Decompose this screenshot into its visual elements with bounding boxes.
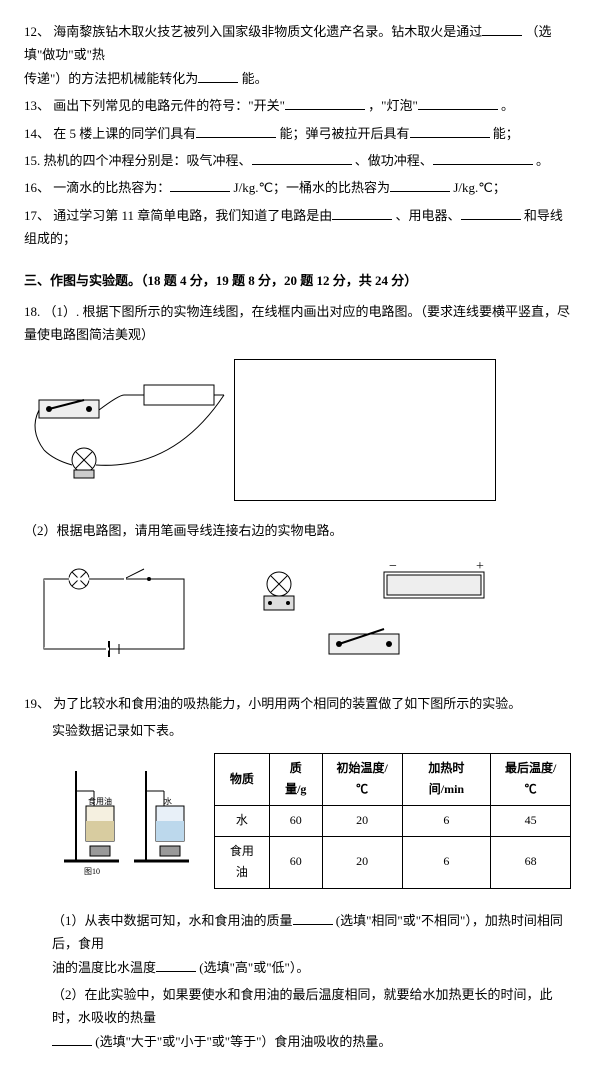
q17-text1: 通过学习第 11 章简单电路，我们知道了电路是由 [53, 208, 332, 223]
q15-text1: 热机的四个冲程分别是：吸气冲程、 [44, 153, 252, 168]
q15-text3: 。 [536, 153, 549, 168]
q15-blank2[interactable] [433, 150, 533, 165]
question-18: 18. （1）. 根据下图所示的实物连线图，在线框内画出对应的电路图。（要求连线… [24, 300, 571, 347]
question-13: 13、 画出下列常见的电路元件的符号："开关" ，"灯泡" 。 [24, 94, 571, 117]
q19-p2a: （2）在此实验中，如果要使水和食用油的最后温度相同，就要给水加热更长的时间，此时… [52, 987, 553, 1025]
q15-text2: 、做功冲程、 [355, 153, 433, 168]
q19-p1-blank2[interactable] [156, 957, 196, 972]
apparatus-group: 食用油 图10 水 [64, 766, 194, 876]
col-final-temp: 最后温度/℃ [491, 753, 571, 805]
q14-blank2[interactable] [410, 123, 490, 138]
q13-blank2[interactable] [418, 95, 498, 110]
question-19: 19、 为了比较水和食用油的吸热能力，小明用两个相同的装置做了如下图所示的实验。 [24, 692, 571, 715]
physical-circuit-icon [24, 370, 234, 490]
circuit-drawing-box[interactable] [234, 359, 496, 501]
question-15: 15. 热机的四个冲程分别是：吸气冲程、 、做功冲程、 。 [24, 149, 571, 172]
q16-text1: 一滴水的比热容为： [53, 180, 170, 195]
table-header-row: 物质 质量/g 初始温度/℃ 加热时间/min 最后温度/℃ [215, 753, 571, 805]
q19-p1a: （1）从表中数据可知，水和食用油的质量 [52, 913, 293, 928]
q12-text2: 传递"）的方法把机械能转化为 [24, 71, 198, 86]
q19-p2b: (选填"大于"或"小于"或"等于"）食用油吸收的热量。 [95, 1034, 391, 1049]
q17-num: 17、 [24, 208, 50, 223]
q19-experiment-row: 食用油 图10 水 物质 质量/g 初始温度/℃ 加热时间/min 最后温度/℃… [64, 753, 571, 889]
fig-label: 图10 [84, 867, 100, 876]
q18-p1: （1）. 根据下图所示的实物连线图，在线框内画出对应的电路图。（要求连线要横平竖… [24, 304, 570, 342]
col-mass: 质量/g [269, 753, 322, 805]
beaker-water-label: 水 [164, 796, 172, 806]
col-initial-temp: 初始温度/℃ [322, 753, 402, 805]
q13-text2: ，"灯泡" [368, 98, 418, 113]
q19-p1-blank1[interactable] [293, 910, 333, 925]
svg-text:−: − [389, 559, 397, 574]
data-table: 物质 质量/g 初始温度/℃ 加热时间/min 最后温度/℃ 水 60 20 6… [214, 753, 571, 889]
q17-blank2[interactable] [461, 205, 521, 220]
question-14: 14、 在 5 楼上课的同学们具有 能；弹弓被拉开后具有 能； [24, 122, 571, 145]
q14-text1: 在 5 楼上课的同学们具有 [53, 126, 196, 141]
q18-num: 18. [24, 304, 40, 319]
section-3-title: 三、作图与实验题。（18 题 4 分，19 题 8 分，20 题 12 分，共 … [24, 269, 571, 292]
q16-num: 16、 [24, 180, 50, 195]
q19-part1: （1）从表中数据可知，水和食用油的质量 (选填"相同"或"不相同"），加热时间相… [24, 909, 571, 979]
q19-part2: （2）在此实验中，如果要使水和食用油的最后温度相同，就要给水加热更长的时间，此时… [24, 983, 571, 1053]
svg-text:+: + [476, 559, 484, 574]
q13-num: 13、 [24, 98, 50, 113]
q18-p2: （2）根据电路图，请用笔画导线连接右边的实物电路。 [24, 519, 571, 542]
circuit-diagram-icon [24, 559, 204, 669]
question-16: 16、 一滴水的比热容为： J/kg.℃；一桶水的比热容为 J/kg.℃； [24, 176, 571, 199]
table-row: 食用油 60 20 6 68 [215, 836, 571, 888]
q16-unit1: J/kg.℃；一桶水的比热容为 [234, 180, 391, 195]
q16-unit2: J/kg.℃； [453, 180, 506, 195]
q15-blank1[interactable] [252, 150, 352, 165]
q15-num: 15. [24, 153, 40, 168]
q19-intro: 为了比较水和食用油的吸热能力，小明用两个相同的装置做了如下图所示的实验。 [53, 696, 521, 711]
q12-text3: 能。 [242, 71, 268, 86]
q14-num: 14、 [24, 126, 50, 141]
q14-blank1[interactable] [196, 123, 276, 138]
apparatus-water-icon: 水 [134, 766, 194, 876]
question-17: 17、 通过学习第 11 章简单电路，我们知道了电路是由 、用电器、 和导线组成… [24, 204, 571, 251]
q14-text2: 能；弹弓被拉开后具有 [280, 126, 410, 141]
q17-blank1[interactable] [332, 205, 392, 220]
q19-p2-blank1[interactable] [52, 1031, 92, 1046]
q12-text1: 海南黎族钻木取火技艺被列入国家级非物质文化遗产名录。钻木取火是通过 [53, 24, 482, 39]
table-row: 水 60 20 6 45 [215, 806, 571, 837]
q16-blank1[interactable] [170, 177, 230, 192]
q19-record: 实验数据记录如下表。 [24, 719, 571, 742]
q17-text2: 、用电器、 [396, 208, 461, 223]
q19-num: 19、 [24, 696, 50, 711]
q19-p1d: (选填"高"或"低"）。 [199, 960, 309, 975]
q19-p1c: 油的温度比水温度 [52, 960, 156, 975]
q12-num: 12、 [24, 24, 50, 39]
q13-text3: 。 [501, 98, 514, 113]
q13-blank1[interactable] [285, 95, 365, 110]
q13-text1: 画出下列常见的电路元件的符号："开关" [53, 98, 285, 113]
question-12: 12、 海南黎族钻木取火技艺被列入国家级非物质文化遗产名录。钻木取火是通过 （选… [24, 20, 571, 90]
q18-fig2-row: − + [24, 554, 571, 674]
q18-fig1-row [24, 359, 571, 501]
physical-components-icon: − + [234, 554, 514, 674]
apparatus-oil-icon: 食用油 图10 [64, 766, 124, 876]
col-substance: 物质 [215, 753, 270, 805]
q16-blank2[interactable] [390, 177, 450, 192]
q12-blank2[interactable] [198, 68, 238, 83]
q12-blank1[interactable] [482, 21, 522, 36]
col-heat-time: 加热时间/min [402, 753, 491, 805]
q14-text3: 能； [493, 126, 519, 141]
beaker-oil-label: 食用油 [88, 796, 112, 806]
